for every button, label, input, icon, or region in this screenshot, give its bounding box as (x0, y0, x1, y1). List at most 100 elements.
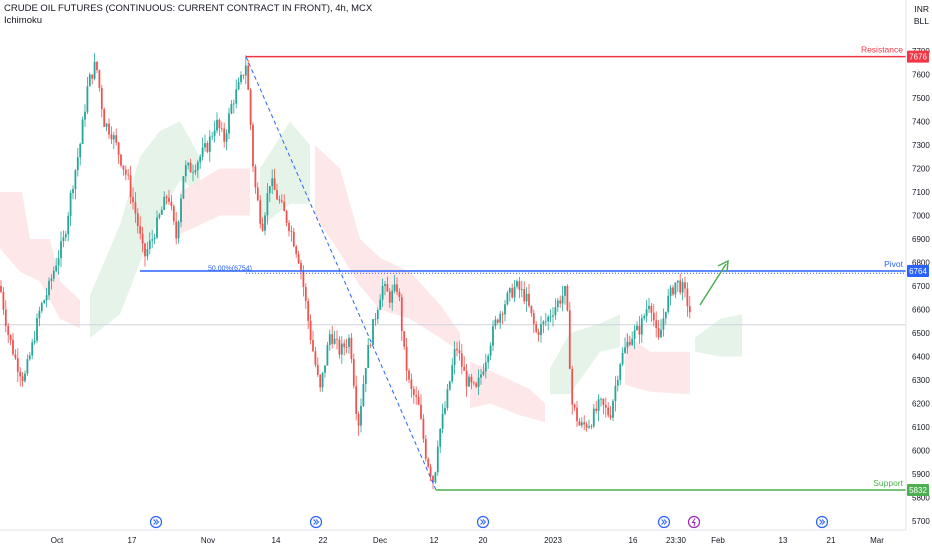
candle-body (264, 215, 266, 231)
candle-body (285, 211, 288, 223)
candle-body (304, 287, 307, 301)
candle-body (105, 123, 108, 127)
candle-body (583, 422, 586, 425)
candle-body (340, 343, 343, 355)
candle-body (631, 339, 634, 345)
candle-body (290, 231, 293, 232)
x-tick-label: 22 (319, 536, 328, 545)
candle-body (487, 355, 490, 363)
candle-body (525, 293, 528, 302)
candle-body (228, 113, 230, 134)
candle-body (504, 304, 506, 315)
candle-body (312, 340, 314, 352)
candle-body (628, 342, 631, 345)
event-chevrons-icon (819, 519, 826, 525)
candle-body (240, 74, 242, 83)
cloud-bull-3 (260, 121, 310, 228)
candle-body (170, 201, 173, 207)
economic-event-icon[interactable] (149, 515, 163, 529)
y-tick-label: 7200 (912, 165, 930, 174)
x-tick-label: 23:30 (666, 536, 687, 545)
candle-body (9, 335, 12, 340)
candle-body (619, 364, 622, 381)
candle-body (141, 233, 144, 244)
candle-body (585, 424, 588, 428)
candle-body (259, 200, 262, 224)
candle-body (196, 162, 199, 171)
candle-body (60, 241, 62, 259)
economic-event-icon[interactable] (309, 515, 323, 529)
event-markers (149, 515, 829, 529)
candle-body (674, 282, 677, 295)
candle-body (475, 383, 478, 387)
candle-body (225, 133, 228, 142)
x-tick-label: Nov (201, 536, 215, 545)
candle-body (482, 371, 485, 375)
candle-body (664, 311, 667, 319)
candle-body (669, 287, 672, 296)
economic-event-icon[interactable] (476, 515, 490, 529)
candle-body (621, 352, 624, 365)
trend-diagonal-line (245, 56, 437, 491)
candle-body (650, 305, 653, 313)
candle-body (110, 134, 113, 140)
fib-level-label: 50.00%(6754) (208, 265, 252, 272)
candle-body (76, 157, 79, 171)
candle-body (55, 265, 58, 271)
candle-body (578, 421, 581, 426)
candle-body (456, 348, 458, 351)
candle-body (434, 472, 437, 483)
candle-body (667, 295, 670, 312)
candle-body (338, 339, 341, 355)
candle-body (252, 124, 254, 167)
candle-body (588, 426, 590, 428)
candle-body (72, 189, 74, 193)
candle-body (492, 326, 494, 346)
candle-body (432, 476, 434, 483)
x-tick-label: 16 (629, 536, 638, 545)
economic-event-icon[interactable] (657, 515, 671, 529)
candle-body (348, 337, 350, 348)
y-tick-label: 7400 (912, 118, 930, 127)
candle-body (40, 303, 43, 311)
candle-body (67, 215, 70, 235)
candle-body (429, 466, 432, 477)
y-tick-label: 5800 (912, 494, 930, 503)
event-chevrons-icon (313, 519, 320, 525)
indicator-label[interactable]: Ichimoku (4, 15, 43, 26)
candle-body (372, 319, 374, 345)
candle-body (506, 292, 509, 305)
candle-body (184, 165, 187, 177)
projection-arrow (699, 259, 729, 306)
candle-body (484, 362, 487, 372)
candle-body (600, 398, 602, 400)
candle-body (86, 86, 89, 112)
lightning-event-icon[interactable] (687, 515, 701, 529)
cloud-bull-8 (695, 314, 742, 357)
candle-body (386, 284, 389, 292)
y-tick-label: 6500 (912, 329, 930, 338)
candle-body (436, 446, 439, 473)
level-label-pivot: Pivot (884, 259, 904, 269)
candle-body (518, 281, 521, 290)
candle-body (374, 318, 377, 320)
candle-body (326, 345, 329, 366)
candle-body (566, 286, 569, 311)
candle-body (388, 291, 391, 303)
candle-body (357, 413, 360, 426)
economic-event-icon[interactable] (815, 515, 829, 529)
candle-body (465, 370, 468, 387)
candle-body (391, 290, 394, 303)
candle-body (122, 165, 125, 170)
candle-body (448, 381, 451, 390)
candle-body (573, 404, 576, 408)
price-tags: 7676 6764 5832 (907, 50, 929, 496)
candle-body (172, 206, 175, 222)
candle-body (633, 330, 636, 339)
y-tick-label: 6100 (912, 423, 930, 432)
candle-body (544, 321, 547, 323)
currency-unit: INR (914, 4, 929, 14)
candle-body (232, 103, 235, 105)
candle-body (153, 237, 156, 240)
